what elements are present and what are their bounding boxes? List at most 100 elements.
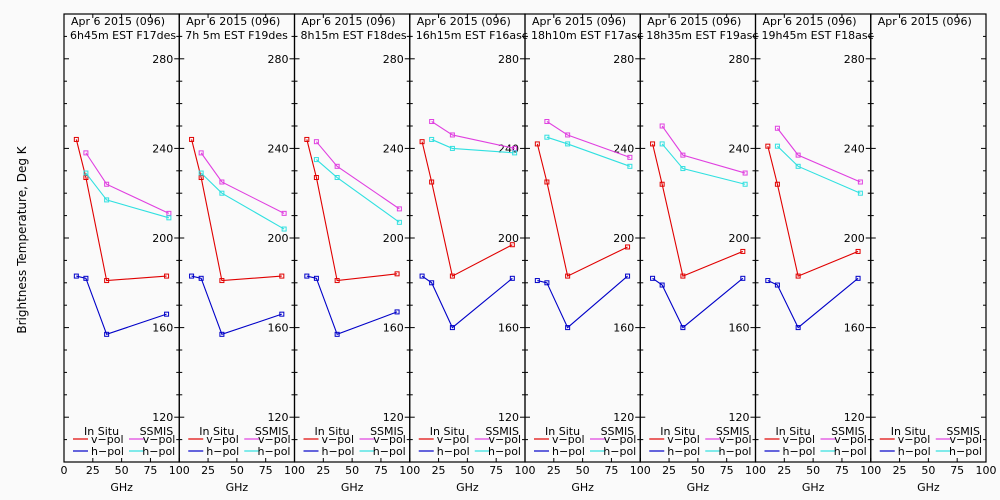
data-point-ssmis_h: [166, 215, 172, 221]
x-tick-label: 100: [284, 464, 305, 477]
legend-insitu-title: In Situ: [199, 425, 234, 438]
x-axis-label: GHz: [110, 481, 133, 494]
data-point-insitu_h: [509, 275, 515, 281]
data-point-insitu_v: [164, 273, 170, 279]
data-point-insitu_v: [449, 273, 455, 279]
y-tick-label: 200: [268, 232, 289, 245]
panel-title-date: Apr 6 2015 (096): [186, 15, 280, 28]
data-point-insitu_h: [855, 275, 861, 281]
data-point-insitu_v: [855, 248, 861, 254]
y-tick-label: 200: [613, 232, 634, 245]
panel-title-time: 16h15m EST F16asc: [416, 29, 528, 42]
series-line-insitu_h: [76, 275, 167, 336]
legend-label-ssmis_v: v−pol: [604, 433, 637, 446]
series-line-insitu_v: [536, 143, 628, 277]
x-tick-label: 100: [399, 464, 420, 477]
x-axis-label: GHz: [341, 481, 364, 494]
data-point-insitu_h: [534, 278, 540, 284]
y-tick-label: 160: [268, 322, 289, 335]
data-point-insitu_h: [765, 278, 771, 284]
x-tick-label: 50: [921, 464, 935, 477]
y-tick-label: 120: [498, 411, 519, 424]
series-line-ssmis_h: [200, 172, 285, 230]
x-tick-label: 75: [489, 464, 503, 477]
panels: Apr 6 2015 (096) 6h45m EST F17des 120 160 20…: [61, 13, 997, 494]
legend-label-insitu_h: h−pol: [91, 445, 124, 458]
legend-label-ssmis_v: v−pol: [258, 433, 291, 446]
legend-insitu-title: In Situ: [545, 425, 580, 438]
data-point-insitu_h: [429, 280, 435, 286]
series-line-ssmis_h: [546, 136, 631, 167]
y-tick-label: 120: [152, 411, 173, 424]
series-line-insitu_v: [652, 143, 744, 277]
data-point-ssmis_h: [857, 190, 863, 196]
data-point-ssmis_v: [313, 139, 319, 145]
data-point-insitu_h: [198, 275, 204, 281]
data-point-insitu_v: [650, 141, 656, 147]
x-tick-label: 25: [432, 464, 446, 477]
legend-label-ssmis_h: h−pol: [949, 445, 982, 458]
data-point-ssmis_h: [627, 163, 633, 169]
series-line-insitu_h: [652, 277, 744, 329]
legend-insitu-title: In Situ: [891, 425, 926, 438]
data-point-insitu_v: [509, 242, 515, 248]
y-tick-label: 120: [729, 411, 750, 424]
data-point-ssmis_v: [104, 181, 110, 187]
y-tick-label: 200: [152, 232, 173, 245]
data-point-ssmis_v: [795, 152, 801, 158]
x-tick-label: 50: [460, 464, 474, 477]
series-line-insitu_v: [306, 139, 398, 282]
legend-label-insitu_h: h−pol: [667, 445, 700, 458]
legend-label-insitu_v: v−pol: [91, 433, 124, 446]
legend-label-insitu_v: v−pol: [437, 433, 470, 446]
series-line-ssmis_v: [776, 127, 861, 183]
data-point-ssmis_h: [83, 170, 89, 176]
data-point-insitu_v: [659, 181, 665, 187]
y-tick-label: 240: [268, 142, 289, 155]
data-point-ssmis_v: [565, 132, 571, 138]
panel-title-date: Apr 6 2015 (096): [302, 15, 396, 28]
series-line-ssmis_h: [661, 143, 746, 185]
data-point-insitu_h: [394, 309, 400, 315]
data-point-ssmis_h: [512, 150, 518, 156]
legend-label-ssmis_h: h−pol: [488, 445, 521, 458]
data-point-ssmis_v: [627, 154, 633, 160]
series-line-ssmis_v: [315, 141, 400, 210]
data-point-ssmis_h: [544, 134, 550, 140]
x-tick-label: 75: [950, 464, 964, 477]
data-point-insitu_h: [795, 325, 801, 331]
legend-label-insitu_h: h−pol: [437, 445, 470, 458]
y-tick-label: 280: [498, 53, 519, 66]
y-tick-label: 280: [844, 53, 865, 66]
legend-label-ssmis_v: v−pol: [373, 433, 406, 446]
data-point-insitu_h: [680, 325, 686, 331]
x-tick-label: 25: [662, 464, 676, 477]
data-point-insitu_h: [659, 282, 665, 288]
panel-title-time: 18h35m EST F19asc: [646, 29, 758, 42]
y-tick-label: 200: [383, 232, 404, 245]
legend-insitu-title: In Situ: [660, 425, 695, 438]
panel-title-date: Apr 6 2015 (096): [532, 15, 626, 28]
legend-label-ssmis_v: v−pol: [950, 433, 983, 446]
legend-ssmis-title: SSMIS: [370, 425, 404, 438]
x-axis-label: GHz: [687, 481, 710, 494]
panel-2: Apr 6 2015 (096)7h 5m EST F19des 120 160 20…: [178, 13, 305, 494]
y-tick-label: 280: [152, 53, 173, 66]
panel-title-time: 6h45m EST F17des: [70, 29, 176, 42]
legend-label-insitu_v: v−pol: [206, 433, 239, 446]
x-tick-label: 50: [345, 464, 359, 477]
legend-ssmis-title: SSMIS: [601, 425, 635, 438]
x-tick-label: 100: [976, 464, 997, 477]
y-tick-label: 240: [844, 142, 865, 155]
legend-label-ssmis_h: h−pol: [719, 445, 752, 458]
data-point-insitu_h: [419, 273, 425, 279]
series-line-ssmis_v: [661, 125, 746, 174]
data-point-ssmis_v: [449, 132, 455, 138]
series-line-ssmis_v: [546, 121, 631, 158]
data-point-insitu_v: [73, 136, 79, 142]
x-tick-label: 100: [515, 464, 536, 477]
